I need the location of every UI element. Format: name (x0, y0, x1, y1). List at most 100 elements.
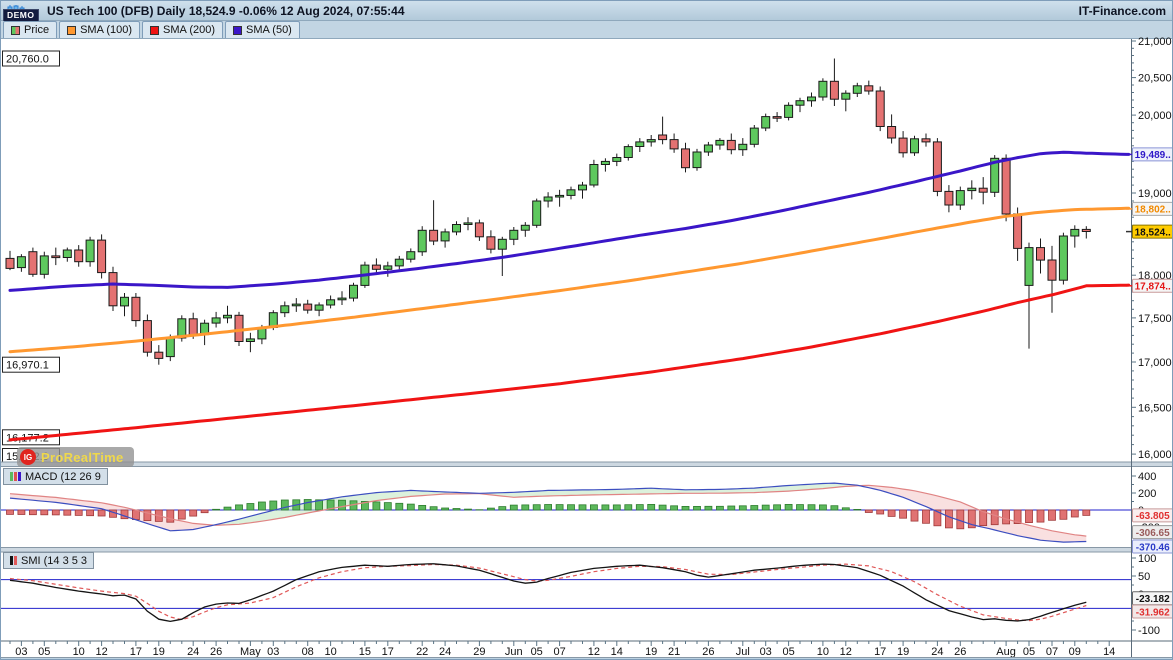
candle (898, 137, 908, 154)
svg-text:19: 19 (153, 646, 165, 658)
svg-text:17: 17 (382, 646, 394, 658)
candle (486, 236, 496, 250)
candle (429, 229, 439, 242)
svg-text:18,802..: 18,802.. (1135, 205, 1171, 216)
svg-text:19,000: 19,000 (1138, 188, 1172, 200)
ig-logo-icon: IG (20, 449, 36, 465)
svg-text:20,500: 20,500 (1138, 73, 1172, 85)
candle (131, 296, 141, 322)
candle (474, 222, 484, 238)
candle (761, 116, 771, 129)
candle (852, 85, 862, 94)
sma100-value-box: 18,802.. (1132, 201, 1172, 216)
candle (738, 143, 748, 151)
candle (337, 297, 347, 301)
candle (955, 190, 965, 206)
svg-text:12: 12 (95, 646, 107, 658)
candle (188, 318, 198, 335)
macd-line (9, 482, 1087, 543)
svg-text:-63.805: -63.805 (1136, 511, 1170, 522)
svg-text:26: 26 (210, 646, 222, 658)
x-axis: 03 05 10 12 17 19 24 26 May 03 08 10 15 17 22 24 29 Jun 05… (1, 640, 1172, 659)
sma-100-line (8, 206, 1131, 354)
legend-sma200-label: SMA (200) (163, 24, 215, 36)
candle (85, 239, 95, 263)
svg-text:05: 05 (38, 646, 50, 658)
candle (371, 264, 381, 270)
svg-text:10: 10 (817, 646, 829, 658)
svg-text:20,760.0: 20,760.0 (6, 54, 49, 66)
candle (921, 138, 931, 143)
svg-text:17,000: 17,000 (1138, 357, 1172, 369)
svg-text:08: 08 (302, 646, 314, 658)
candle (944, 190, 954, 206)
svg-text:22: 22 (416, 646, 428, 658)
svg-text:17: 17 (874, 646, 886, 658)
candle (97, 239, 107, 274)
svg-text:50: 50 (1138, 571, 1150, 583)
legend-sma50-label: SMA (50) (246, 24, 292, 36)
svg-text:20,000: 20,000 (1138, 110, 1172, 122)
candle (463, 222, 473, 225)
brand-link[interactable]: IT-Finance.com (1078, 3, 1166, 18)
candle (291, 303, 301, 307)
legend-sma200-tab[interactable]: SMA (200) (142, 21, 223, 38)
legend-sma100-tab[interactable]: SMA (100) (59, 21, 141, 38)
svg-text:May: May (240, 646, 261, 658)
macd-panel: 4002000-200 (1, 471, 1160, 545)
sma200-series-icon (150, 25, 160, 35)
svg-text:19: 19 (897, 646, 909, 658)
candle (108, 272, 118, 307)
svg-text:05: 05 (531, 646, 543, 658)
candle (692, 151, 702, 169)
candle (887, 126, 897, 139)
legend-price-tab[interactable]: Price (3, 21, 58, 38)
candle (394, 258, 404, 267)
candle (5, 257, 15, 269)
candles-layer (5, 58, 1091, 365)
svg-text:10: 10 (73, 646, 85, 658)
candle (509, 229, 519, 240)
candle (74, 249, 84, 263)
svg-text:24: 24 (931, 646, 943, 658)
candle (1001, 157, 1011, 215)
candle (1047, 259, 1057, 281)
candle (51, 255, 61, 259)
smi-value-box: -23.182 (1132, 591, 1172, 606)
candle (600, 160, 610, 165)
candle (681, 148, 690, 169)
smi-panel: 100500-100 (1, 553, 1160, 637)
candle (967, 187, 977, 192)
candle (532, 200, 542, 226)
svg-text:12: 12 (840, 646, 852, 658)
candle (978, 187, 988, 193)
svg-text:21,000: 21,000 (1138, 36, 1172, 48)
candle (211, 317, 221, 324)
macd-indicator-tab[interactable]: MACD (12 26 9 (3, 468, 108, 485)
smi-signal-line (9, 563, 1087, 622)
smi-indicator-label: SMI (14 3 5 3 (21, 554, 88, 567)
candle (520, 224, 530, 231)
candle (62, 249, 72, 258)
candle (39, 255, 49, 275)
legend-sma50-tab[interactable]: SMA (50) (225, 21, 300, 38)
candle (234, 314, 244, 342)
smi-signal-value-box: -31.962 (1132, 604, 1172, 619)
candle (28, 251, 38, 275)
candle (303, 303, 313, 311)
candle (555, 194, 565, 198)
candle (165, 337, 175, 358)
candle (841, 92, 851, 100)
smi-indicator-tab[interactable]: SMI (14 3 5 3 (3, 552, 95, 569)
candle (932, 141, 942, 192)
svg-text:26: 26 (954, 646, 966, 658)
candle (910, 138, 919, 154)
watermark-text: ProRealTime (41, 449, 124, 465)
candle (658, 134, 668, 141)
sma-50-line (8, 150, 1131, 292)
price-axis: 21,00020,50020,00019,00018,00017,50017,0… (1131, 36, 1172, 461)
candle (807, 96, 816, 102)
macd-line-value-box: -370.46 (1132, 539, 1172, 554)
